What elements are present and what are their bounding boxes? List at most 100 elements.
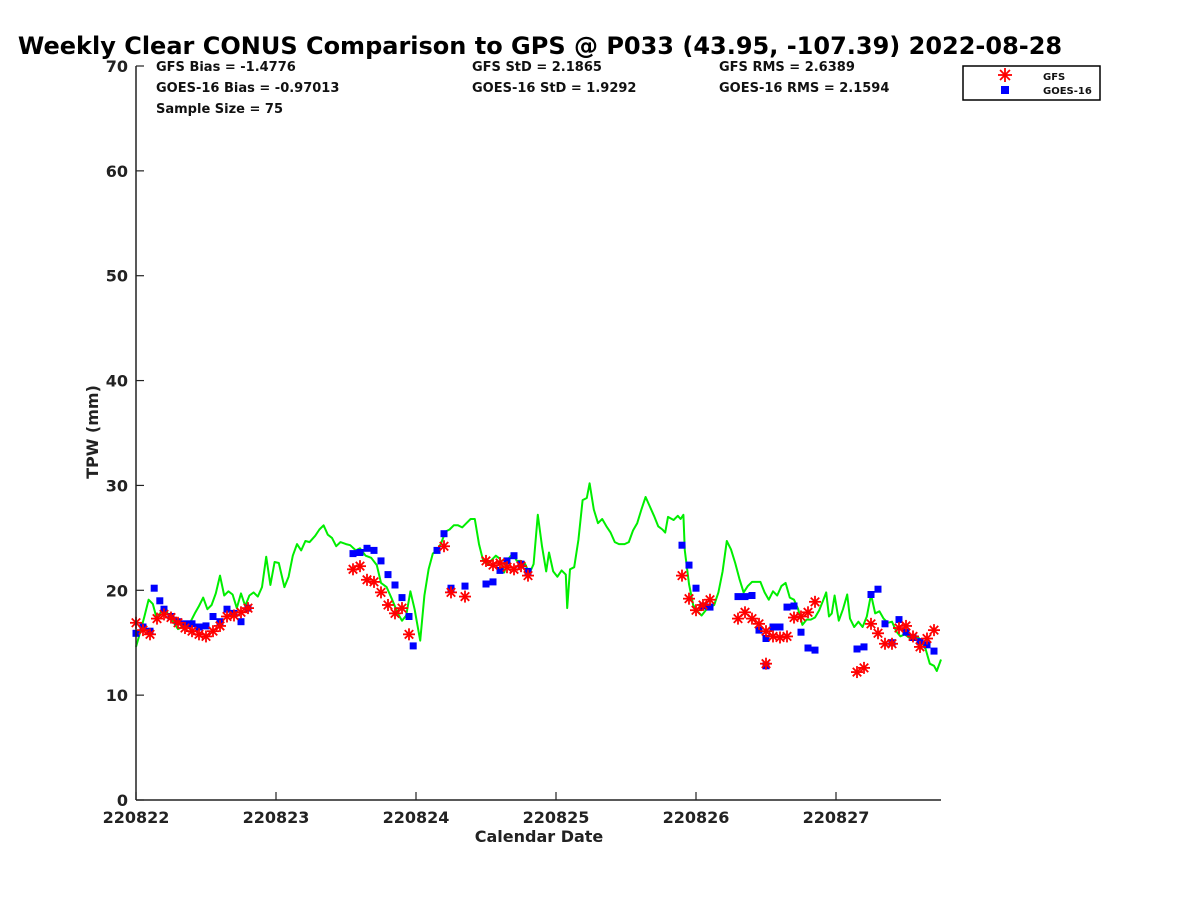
goes-point xyxy=(503,557,511,565)
gfs-point xyxy=(354,560,366,573)
y-tick-label: 30 xyxy=(106,476,128,495)
goes-point xyxy=(510,552,518,560)
y-axis-label: TPW (mm) xyxy=(83,385,102,479)
x-tick-label: 220827 xyxy=(803,808,870,827)
legend: GFS GOES-16 xyxy=(962,65,1101,101)
goes-point xyxy=(398,594,406,602)
goes-point xyxy=(409,642,417,650)
goes-point xyxy=(461,582,469,590)
goes-point xyxy=(895,616,903,624)
goes-point xyxy=(762,635,770,642)
goes-point xyxy=(188,620,196,628)
gfs-point xyxy=(403,628,415,641)
legend-goes-label: GOES-16 xyxy=(1043,86,1092,97)
gfs-point xyxy=(228,609,240,622)
gfs-bias-text: GFS Bias = -1.4776 xyxy=(156,60,296,75)
gfs-point xyxy=(214,619,226,632)
gfs-point xyxy=(886,637,898,650)
legend-goes-marker xyxy=(1001,86,1009,94)
goes-point xyxy=(755,626,763,634)
legend-gfs-asterisk xyxy=(998,68,1012,82)
y-tick-label: 60 xyxy=(106,162,128,181)
goes-point xyxy=(776,623,784,631)
goes-point xyxy=(790,602,798,610)
goes-point xyxy=(150,584,158,592)
y-tick-label: 0 xyxy=(117,791,128,810)
y-tick-label: 40 xyxy=(106,372,128,391)
goes-std-text: GOES-16 StD = 1.9292 xyxy=(472,81,636,96)
goes-point xyxy=(881,620,889,628)
gfs-point xyxy=(144,628,156,641)
goes-point xyxy=(363,544,371,552)
goes-point xyxy=(237,618,245,626)
gfs-std-text: GFS StD = 2.1865 xyxy=(472,60,602,75)
gfs-point xyxy=(242,602,254,615)
gfs-point xyxy=(809,595,821,608)
gfs-point xyxy=(697,598,709,611)
gfs-point xyxy=(200,630,212,643)
x-tick-label: 220822 xyxy=(103,808,170,827)
gfs-point xyxy=(207,625,219,638)
gfs-point xyxy=(676,569,688,582)
goes-point xyxy=(156,597,164,605)
goes-point xyxy=(482,580,490,588)
y-tick-label: 70 xyxy=(106,57,128,76)
x-tick-label: 220825 xyxy=(523,808,590,827)
gfs-point xyxy=(760,625,772,638)
gfs-point xyxy=(858,661,870,674)
y-tick-label: 20 xyxy=(106,581,128,600)
x-tick-label: 220824 xyxy=(383,808,450,827)
gfs-point xyxy=(508,563,520,576)
gfs-point xyxy=(802,606,814,619)
goes-point xyxy=(349,550,357,558)
y-tick-label: 10 xyxy=(106,686,128,705)
goes-point xyxy=(377,557,385,565)
goes-point xyxy=(223,605,231,613)
goes-point xyxy=(440,530,448,538)
goes-point xyxy=(209,613,217,620)
goes-point xyxy=(370,546,378,554)
goes-point xyxy=(678,541,686,549)
goes-point xyxy=(874,585,882,593)
goes-point xyxy=(433,546,441,554)
goes-point xyxy=(867,591,875,598)
gfs-point xyxy=(368,575,380,588)
gfs-point xyxy=(438,540,450,553)
goes-point xyxy=(706,603,714,611)
goes-point xyxy=(797,628,805,636)
goes-point xyxy=(930,647,938,655)
x-axis-label: Calendar Date xyxy=(475,827,604,846)
goes-point xyxy=(769,623,777,631)
plot-area xyxy=(130,482,942,679)
goes-point xyxy=(202,622,210,630)
goes-rms-text: GOES-16 RMS = 2.1594 xyxy=(719,81,889,96)
gfs-point xyxy=(445,586,457,599)
gfs-point xyxy=(907,630,919,643)
goes-point xyxy=(860,643,868,651)
goes-point xyxy=(195,623,203,631)
gfs-point xyxy=(900,619,912,632)
gfs-point xyxy=(746,612,758,625)
sample-size-text: Sample Size = 75 xyxy=(156,102,283,117)
x-tick-label: 220826 xyxy=(663,808,730,827)
gfs-point xyxy=(928,624,940,637)
goes-point xyxy=(783,603,791,611)
y-tick-label: 50 xyxy=(106,267,128,286)
legend-gfs-marker xyxy=(998,68,1012,82)
gfs-point xyxy=(753,617,765,630)
legend-box xyxy=(962,65,1101,101)
axes: 0 10 20 30 40 50 60 70 220822 220823 220824 220825 2… xyxy=(103,57,941,827)
gfs-point xyxy=(480,554,492,567)
gfs-point xyxy=(515,560,527,573)
goes-point xyxy=(489,578,497,586)
legend-gfs-label: GFS xyxy=(1043,72,1065,83)
goes-point xyxy=(902,628,910,636)
gfs-point xyxy=(165,611,177,624)
goes-point xyxy=(692,584,700,592)
gfs-point xyxy=(788,611,800,624)
goes-point xyxy=(405,613,413,620)
gfs-point xyxy=(865,617,877,630)
chart-title: Weekly Clear CONUS Comparison to GPS @ P… xyxy=(18,32,1062,60)
gfs-point xyxy=(704,593,716,606)
